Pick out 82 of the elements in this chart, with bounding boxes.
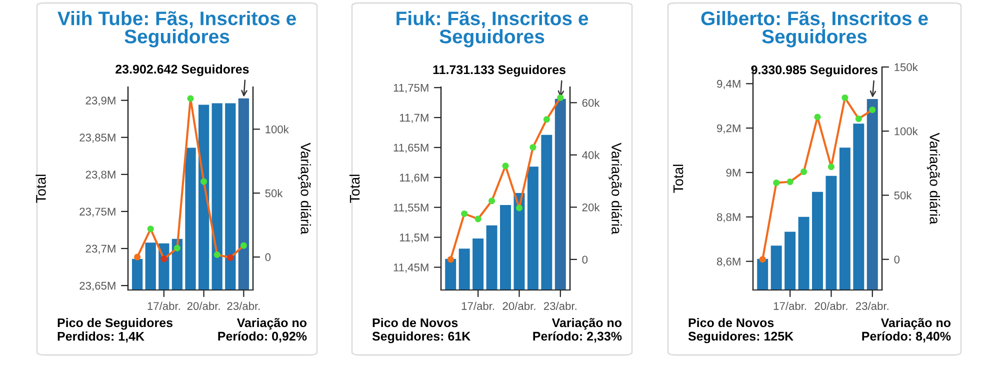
chart-title: Gilberto: Fãs, Inscritos e Seguidores [701,11,928,48]
y-tick-label: 23,7M [86,244,116,254]
point [828,164,834,170]
y-tick-label: 23,75M [80,208,116,217]
y-tick-label: 11,45M [394,264,428,273]
y2-tick-label: 150k [894,62,918,72]
point [147,226,154,232]
text: Pico de Novos Seguidores: 125K [688,318,794,344]
y-tick-label: 23,9M [86,96,116,106]
y2-tick-label: 50k [894,191,912,200]
y-tick-label: 11,6M [400,174,428,183]
y-tick-label: 11,55M [394,204,428,213]
x-tick-label: 20/abr. [187,302,220,310]
point [227,254,234,261]
y-tick-label: 8,6M [716,258,740,267]
point [800,168,808,176]
point [543,116,550,123]
y2-axis-title: Variação diária [608,142,622,234]
y2-tick-label: 100k [894,127,918,136]
y-tick-label: 23,8M [86,170,116,180]
point [557,94,564,101]
point [855,116,862,122]
y-tick-label: 9M [726,168,740,177]
y-tick-label: 9,2M [717,124,740,134]
x-tick-label: 20/abr. [502,302,536,310]
point [134,254,141,260]
y2-tick-label: 0 [894,256,900,264]
y2-tick-label: 40k [582,150,600,160]
point [174,244,180,252]
x-tick-label: 23/abr. [856,302,888,310]
text: Variação no Período: 2,33% [533,318,622,342]
x-tick-label: 23/abr. [227,302,260,310]
point [488,198,496,204]
y2-tick-label: 60k [582,98,600,107]
point [214,251,220,258]
y-tick-label: 11,7M [400,114,428,123]
point [502,162,509,170]
point [773,180,780,186]
point [814,114,821,120]
x-tick-label: 17/abr. [774,302,806,310]
y-tick-label: 11,65M [394,144,428,153]
y-tick-label: 23,65M [80,282,116,292]
annotation: 23.902.642 Seguidores [116,64,249,76]
y2-axis-title: Variação diária [926,132,940,224]
point [447,256,454,263]
y2-tick-label: 50k [265,189,283,198]
text: Variação no Período: 0,92% [218,318,307,342]
y-tick-label: 11,75M [394,84,428,94]
x-tick-label: 17/abr. [148,302,180,310]
y2-tick-label: 0 [265,253,271,262]
chart-title: Viih Tube: Fãs, Inscritos e Seguidores [58,11,296,48]
x-tick-label: 17/abr. [462,302,494,310]
point [842,94,848,102]
x-tick-label: 23/abr. [544,302,576,310]
point [516,204,522,212]
point [461,210,468,217]
point [530,144,536,151]
text: Pico de Novos Seguidores: 61K [372,318,471,344]
y-tick-label: 9,4M [717,80,740,90]
y-tick-label: 23,85M [80,134,116,143]
point [474,216,482,222]
y-axis-title: Total [36,174,46,203]
x-tick-label: 20/abr. [814,302,848,310]
point [200,178,208,185]
point [786,178,794,186]
point [187,95,194,102]
y-axis-title: Total [672,164,684,193]
y2-axis-title: Variação diária [298,142,312,234]
text: Pico de Seguidores Perdidos: 1,4K [58,318,172,343]
point [240,242,247,249]
point [160,256,168,262]
annotation: 11.731.133 Seguidores [433,64,566,77]
chart-title: Fiuk: Fãs, Inscritos e Seguidores [396,11,588,48]
y-tick-label: 11,5M [400,234,428,243]
y-tick-label: 8,8M [716,213,740,222]
point [869,106,876,114]
y2-tick-label: 0 [582,256,588,264]
point [759,256,766,263]
y2-tick-label: 100k [266,125,289,134]
y-axis-title: Total [349,174,360,203]
y2-tick-label: 20k [582,203,600,212]
text: Variação no Período: 8,40% [862,318,951,342]
